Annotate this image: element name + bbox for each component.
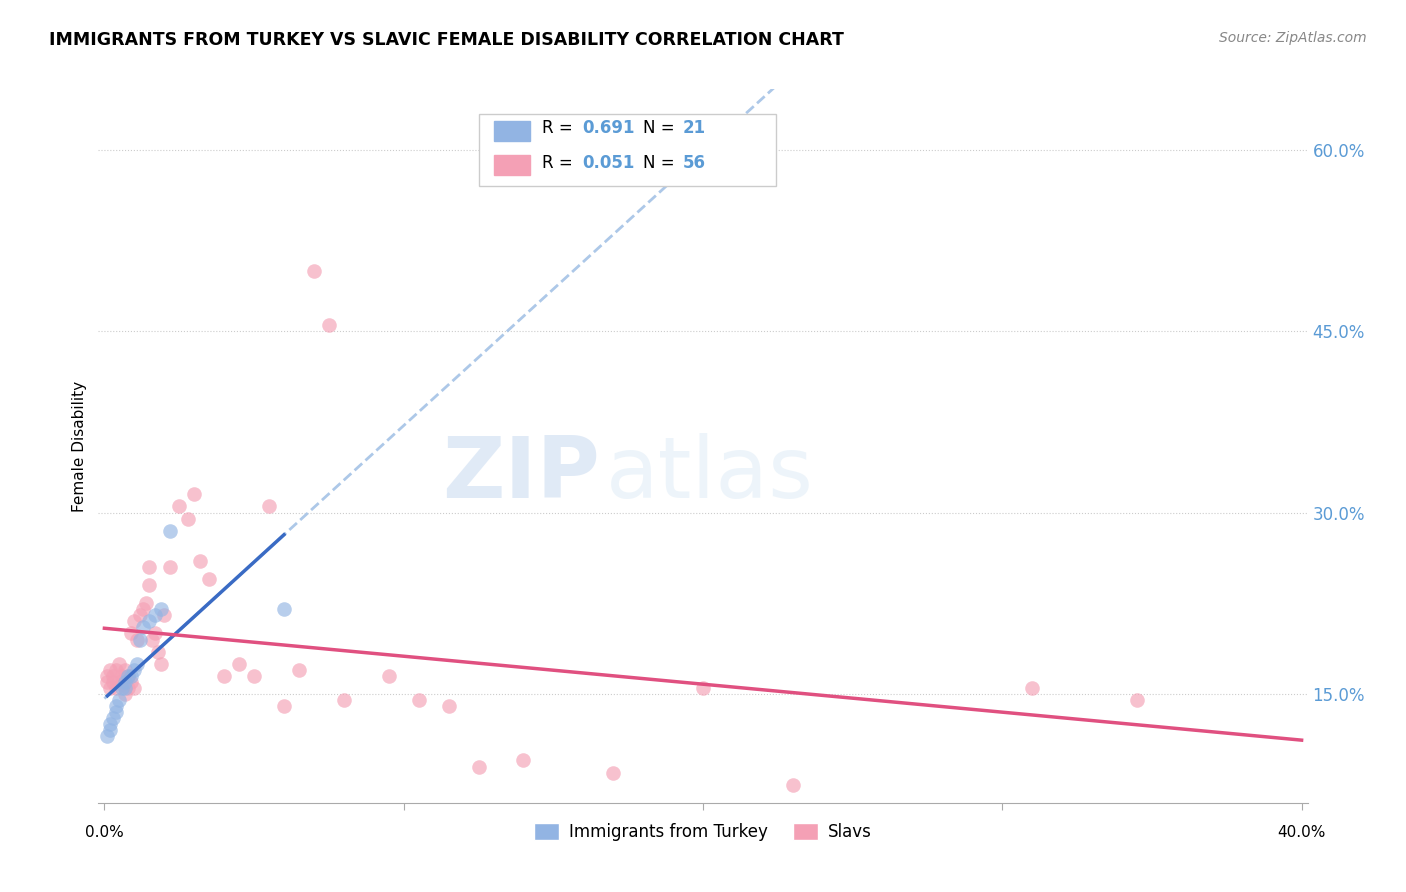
- Point: [782, 778, 804, 792]
- Point: [114, 674, 136, 689]
- Point: [114, 663, 136, 677]
- Point: [96, 729, 118, 743]
- Point: [124, 615, 146, 629]
- Text: N =: N =: [643, 153, 679, 171]
- Text: 0.691: 0.691: [582, 120, 634, 137]
- Point: [103, 674, 125, 689]
- Point: [1021, 681, 1043, 695]
- Point: [288, 663, 311, 677]
- Point: [143, 608, 166, 623]
- Point: [124, 663, 146, 677]
- Point: [150, 657, 173, 671]
- Point: [188, 554, 211, 568]
- Point: [318, 318, 340, 332]
- Point: [512, 754, 534, 768]
- Point: [132, 620, 155, 634]
- Point: [129, 632, 152, 647]
- Point: [108, 657, 131, 671]
- Point: [120, 674, 142, 689]
- Point: [148, 645, 170, 659]
- Legend: Immigrants from Turkey, Slavs: Immigrants from Turkey, Slavs: [527, 816, 879, 848]
- Point: [198, 572, 221, 586]
- Text: 56: 56: [682, 153, 706, 171]
- Point: [114, 681, 136, 695]
- Point: [127, 657, 149, 671]
- Point: [333, 693, 356, 707]
- Point: [105, 663, 128, 677]
- Point: [1126, 693, 1149, 707]
- Point: [111, 669, 134, 683]
- Point: [127, 632, 149, 647]
- Point: [114, 687, 136, 701]
- Point: [111, 681, 134, 695]
- Point: [103, 669, 125, 683]
- Point: [105, 699, 128, 714]
- Point: [167, 500, 190, 514]
- FancyBboxPatch shape: [494, 121, 530, 141]
- Point: [117, 669, 139, 683]
- Point: [96, 669, 118, 683]
- Text: ZIP: ZIP: [443, 433, 600, 516]
- Point: [135, 596, 157, 610]
- Point: [141, 632, 163, 647]
- Text: atlas: atlas: [606, 433, 814, 516]
- Point: [257, 500, 280, 514]
- Text: N =: N =: [643, 120, 679, 137]
- Point: [100, 663, 122, 677]
- FancyBboxPatch shape: [479, 114, 776, 186]
- Point: [96, 674, 118, 689]
- Point: [177, 511, 200, 525]
- Point: [302, 263, 325, 277]
- Point: [111, 677, 134, 691]
- Text: 0.0%: 0.0%: [84, 824, 124, 839]
- Point: [103, 711, 125, 725]
- Point: [124, 681, 146, 695]
- Text: IMMIGRANTS FROM TURKEY VS SLAVIC FEMALE DISABILITY CORRELATION CHART: IMMIGRANTS FROM TURKEY VS SLAVIC FEMALE …: [49, 31, 844, 49]
- Point: [408, 693, 430, 707]
- Point: [100, 717, 122, 731]
- Text: 40.0%: 40.0%: [1278, 824, 1326, 839]
- Text: 21: 21: [682, 120, 706, 137]
- Text: R =: R =: [543, 120, 578, 137]
- Text: 0.051: 0.051: [582, 153, 634, 171]
- Point: [138, 560, 160, 574]
- Point: [159, 560, 181, 574]
- Point: [100, 723, 122, 738]
- Point: [228, 657, 250, 671]
- Point: [143, 626, 166, 640]
- Point: [183, 487, 205, 501]
- FancyBboxPatch shape: [494, 155, 530, 175]
- Point: [437, 699, 460, 714]
- Point: [108, 674, 131, 689]
- Point: [132, 602, 155, 616]
- Point: [602, 765, 624, 780]
- Point: [138, 615, 160, 629]
- Text: R =: R =: [543, 153, 578, 171]
- Point: [108, 693, 131, 707]
- Point: [153, 608, 176, 623]
- Y-axis label: Female Disability: Female Disability: [72, 380, 87, 512]
- Point: [105, 705, 128, 719]
- Point: [273, 699, 295, 714]
- Point: [467, 759, 489, 773]
- Point: [150, 602, 173, 616]
- Point: [377, 669, 399, 683]
- Point: [129, 608, 152, 623]
- Text: Source: ZipAtlas.com: Source: ZipAtlas.com: [1219, 31, 1367, 45]
- Point: [105, 681, 128, 695]
- Point: [117, 669, 139, 683]
- Point: [120, 669, 142, 683]
- Point: [243, 669, 266, 683]
- Point: [138, 578, 160, 592]
- Point: [117, 681, 139, 695]
- Point: [159, 524, 181, 538]
- Point: [100, 681, 122, 695]
- Point: [692, 681, 714, 695]
- Point: [120, 626, 142, 640]
- Point: [273, 602, 295, 616]
- Point: [212, 669, 235, 683]
